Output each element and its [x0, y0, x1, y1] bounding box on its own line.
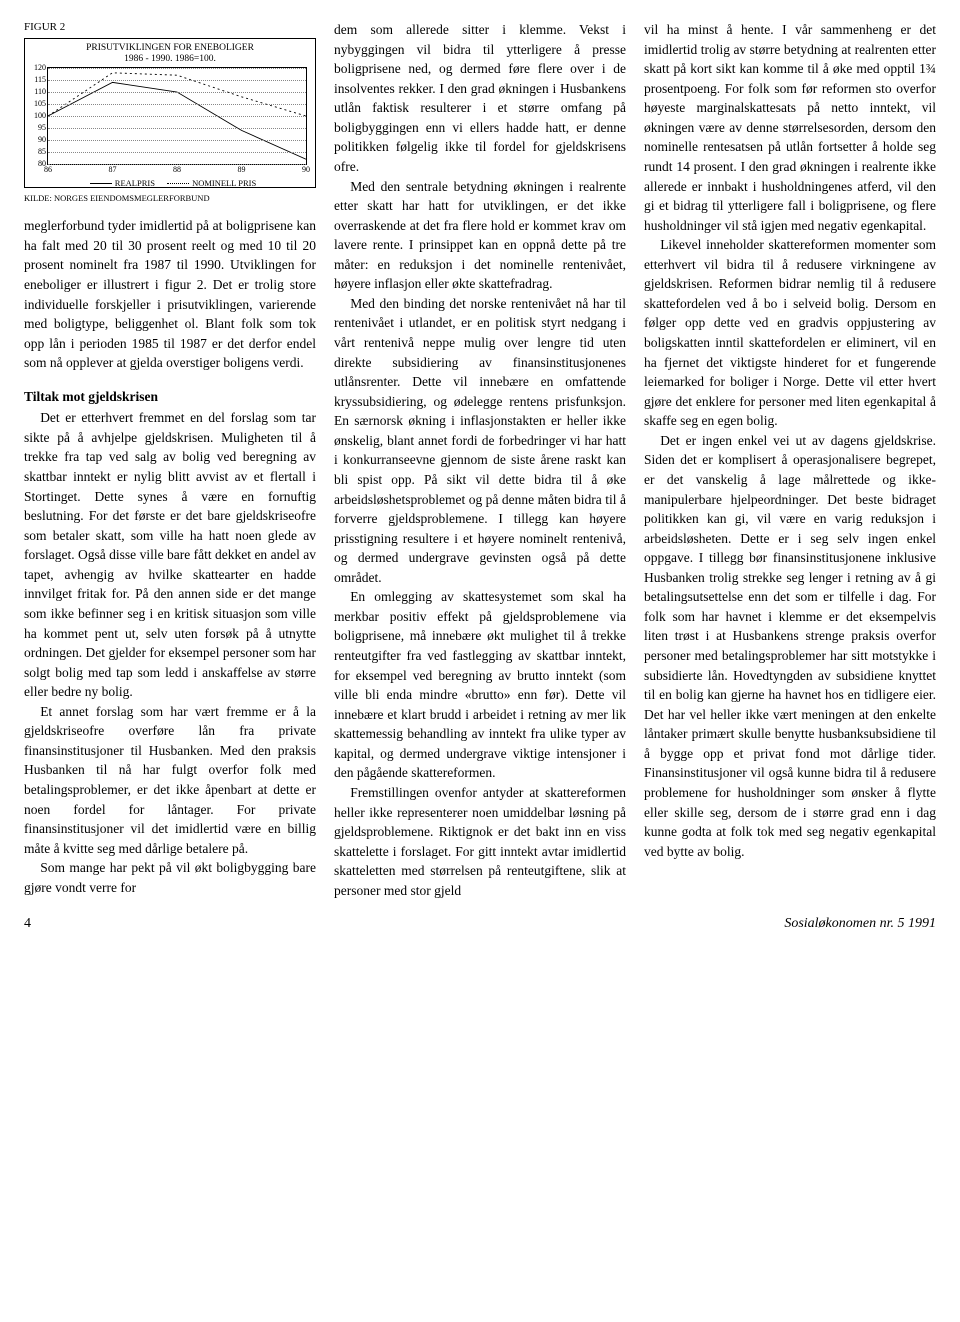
legend: REALPRIS NOMINELL PRIS — [29, 177, 311, 189]
column-right: vil ha minst å hente. I vår sammenheng e… — [644, 20, 936, 900]
col3-p1: vil ha minst å hente. I vår sammenheng e… — [644, 20, 936, 235]
col3-p3: Det er ingen enkel vei ut av dagens gjel… — [644, 431, 936, 861]
chart-title-line1: PRISUTVIKLINGEN FOR ENEBOLIGER — [86, 43, 254, 53]
col2-p5: Fremstillingen ovenfor antyder at skatte… — [334, 783, 626, 900]
legend-swatch-dotted — [167, 183, 189, 184]
col1-p4: Som mange har pekt på vil økt boligbyggi… — [24, 858, 316, 897]
column-middle: dem som allerede sitter i klemme. Vekst … — [334, 20, 626, 900]
col2-p3: Med den binding det norske rentenivået n… — [334, 294, 626, 587]
footer: 4 Sosialøkonomen nr. 5 1991 — [24, 914, 936, 934]
col2-p4: En omlegging av skattesystemet som skal … — [334, 587, 626, 783]
col1-p2: Det er etterhvert fremmet en del forslag… — [24, 408, 316, 701]
col1-p3: Et annet forslag som har vært fremme er … — [24, 702, 316, 859]
figure-label: FIGUR 2 — [24, 20, 316, 36]
legend-label-nominell: NOMINELL PRIS — [192, 178, 256, 188]
chart-title: PRISUTVIKLINGEN FOR ENEBOLIGER 1986 - 19… — [29, 43, 311, 65]
column-left: FIGUR 2 PRISUTVIKLINGEN FOR ENEBOLIGER 1… — [24, 20, 316, 900]
col3-p2: Likevel inneholder skattereformen moment… — [644, 235, 936, 431]
col2-p1: dem som allerede sitter i klemme. Vekst … — [334, 20, 626, 177]
col1-p1: meglerforbund tyder imidlertid på at bol… — [24, 216, 316, 373]
plot-area: 808590951001051101151208687888990 — [47, 67, 307, 165]
col1-subhead: Tiltak mot gjeldskrisen — [24, 387, 316, 407]
legend-label-realpris: REALPRIS — [115, 178, 155, 188]
legend-swatch-solid — [90, 183, 112, 184]
chart-frame: PRISUTVIKLINGEN FOR ENEBOLIGER 1986 - 19… — [24, 38, 316, 188]
journal-ref: Sosialøkonomen nr. 5 1991 — [784, 914, 936, 934]
figure-source: KILDE: NORGES EIENDOMSMEGLERFORBUND — [24, 192, 316, 204]
col2-p2: Med den sentrale betydning økningen i re… — [334, 177, 626, 294]
chart-title-line2: 1986 - 1990. 1986=100. — [124, 54, 216, 64]
figure-2: FIGUR 2 PRISUTVIKLINGEN FOR ENEBOLIGER 1… — [24, 20, 316, 204]
page-number: 4 — [24, 914, 31, 934]
